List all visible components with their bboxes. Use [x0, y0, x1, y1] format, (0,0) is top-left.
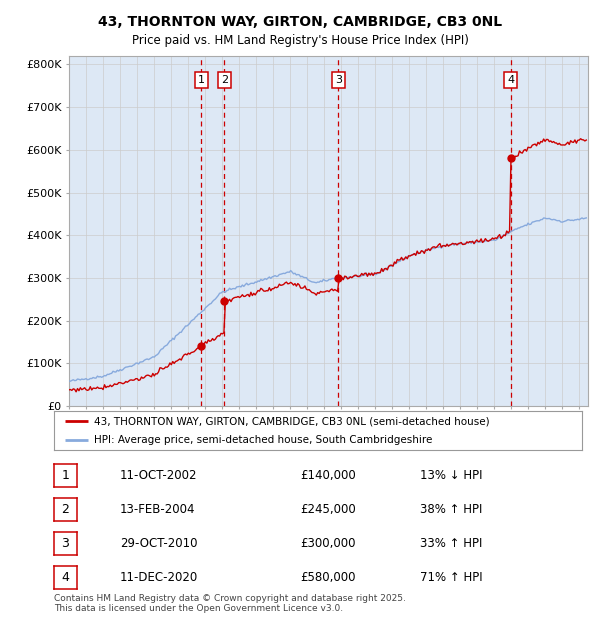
Text: 13% ↓ HPI: 13% ↓ HPI: [420, 469, 482, 482]
Text: Price paid vs. HM Land Registry's House Price Index (HPI): Price paid vs. HM Land Registry's House …: [131, 34, 469, 46]
Text: £580,000: £580,000: [300, 571, 355, 584]
Text: 2: 2: [221, 75, 228, 86]
Text: 3: 3: [61, 537, 70, 550]
Text: 11-DEC-2020: 11-DEC-2020: [120, 571, 198, 584]
Text: This data is licensed under the Open Government Licence v3.0.: This data is licensed under the Open Gov…: [54, 604, 343, 613]
Text: 29-OCT-2010: 29-OCT-2010: [120, 537, 197, 550]
Text: 13-FEB-2004: 13-FEB-2004: [120, 503, 196, 516]
Text: 11-OCT-2002: 11-OCT-2002: [120, 469, 197, 482]
Text: £140,000: £140,000: [300, 469, 356, 482]
Text: 43, THORNTON WAY, GIRTON, CAMBRIDGE, CB3 0NL: 43, THORNTON WAY, GIRTON, CAMBRIDGE, CB3…: [98, 15, 502, 29]
Text: £300,000: £300,000: [300, 537, 355, 550]
Text: 38% ↑ HPI: 38% ↑ HPI: [420, 503, 482, 516]
Text: Contains HM Land Registry data © Crown copyright and database right 2025.: Contains HM Land Registry data © Crown c…: [54, 595, 406, 603]
Text: 4: 4: [61, 571, 70, 584]
Text: 1: 1: [61, 469, 70, 482]
Text: 43, THORNTON WAY, GIRTON, CAMBRIDGE, CB3 0NL (semi-detached house): 43, THORNTON WAY, GIRTON, CAMBRIDGE, CB3…: [94, 416, 489, 426]
Text: 4: 4: [507, 75, 514, 86]
Text: 71% ↑ HPI: 71% ↑ HPI: [420, 571, 482, 584]
Text: 2: 2: [61, 503, 70, 516]
Text: HPI: Average price, semi-detached house, South Cambridgeshire: HPI: Average price, semi-detached house,…: [94, 435, 432, 445]
Text: £245,000: £245,000: [300, 503, 356, 516]
Text: 3: 3: [335, 75, 342, 86]
Text: 1: 1: [198, 75, 205, 86]
Text: 33% ↑ HPI: 33% ↑ HPI: [420, 537, 482, 550]
